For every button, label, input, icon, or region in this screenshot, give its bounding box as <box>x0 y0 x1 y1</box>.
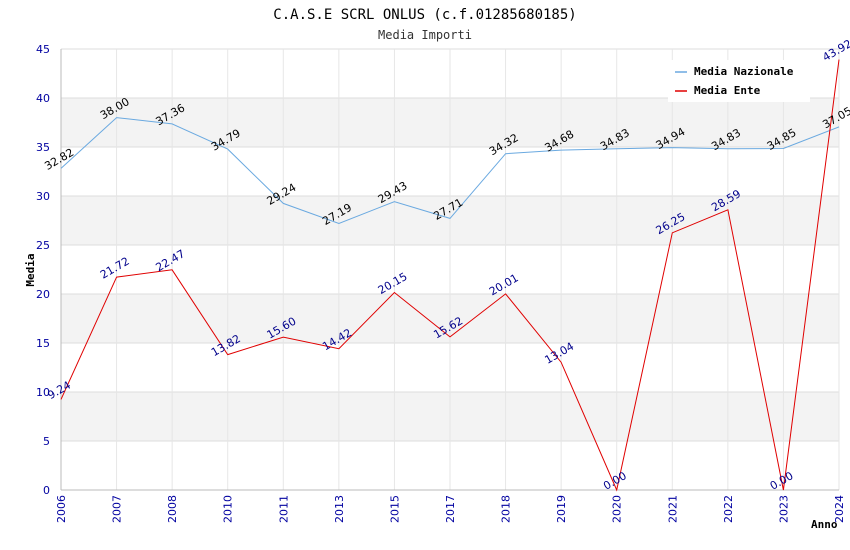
x-tick-label: 2022 <box>722 495 735 523</box>
y-tick-label: 0 <box>43 484 50 497</box>
legend-label-media-nazionale: Media Nazionale <box>694 65 794 78</box>
chart-title: C.A.S.E SCRL ONLUS (c.f.01285680185) <box>273 7 576 23</box>
x-tick-label: 2011 <box>277 495 290 523</box>
x-tick-label: 2006 <box>55 495 68 523</box>
data-label-media-ente: 0.00 <box>768 469 796 493</box>
chart-subtitle: Media Importi <box>378 28 472 42</box>
legend-label-media-ente: Media Ente <box>694 84 761 97</box>
data-label-media-ente: 21.72 <box>98 255 132 282</box>
y-tick-label: 35 <box>36 141 50 154</box>
x-tick-label: 2015 <box>388 495 401 523</box>
series-line-media-nazionale <box>60 117 840 225</box>
legend: Media Nazionale Media Ente <box>668 60 810 102</box>
x-tick-label: 2020 <box>611 495 624 523</box>
y-tick-label: 10 <box>36 386 50 399</box>
y-tick-label: 15 <box>36 337 50 350</box>
data-label-media-ente: 0.00 <box>601 469 629 493</box>
x-tick-label: 2021 <box>666 495 679 523</box>
legend-box <box>668 60 810 102</box>
x-tick-label: 2007 <box>111 495 124 523</box>
y-tick-label: 40 <box>36 92 50 105</box>
x-tick-label: 2017 <box>444 495 457 523</box>
y-tick-label: 45 <box>36 43 50 56</box>
x-tick-label: 2008 <box>166 495 179 523</box>
y-tick-label: 5 <box>43 435 50 448</box>
series-line-media-ente <box>60 59 840 492</box>
y-tick-label: 20 <box>36 288 50 301</box>
y-tick-label: 30 <box>36 190 50 203</box>
x-tick-label: 2024 <box>833 495 846 523</box>
x-tick-label: 2010 <box>222 495 235 523</box>
data-label-media-ente: 20.15 <box>376 270 410 297</box>
y-axis-title: Media <box>24 253 37 286</box>
x-tick-label: 2018 <box>500 495 513 523</box>
x-tick-label: 2023 <box>777 495 790 523</box>
x-tick-label: 2019 <box>555 495 568 523</box>
x-axis-title: Anno <box>811 518 838 531</box>
data-label-media-ente: 13.04 <box>542 340 576 367</box>
data-label-media-ente: 43.92 <box>820 37 850 64</box>
y-tick-label: 25 <box>36 239 50 252</box>
x-tick-label: 2013 <box>333 495 346 523</box>
